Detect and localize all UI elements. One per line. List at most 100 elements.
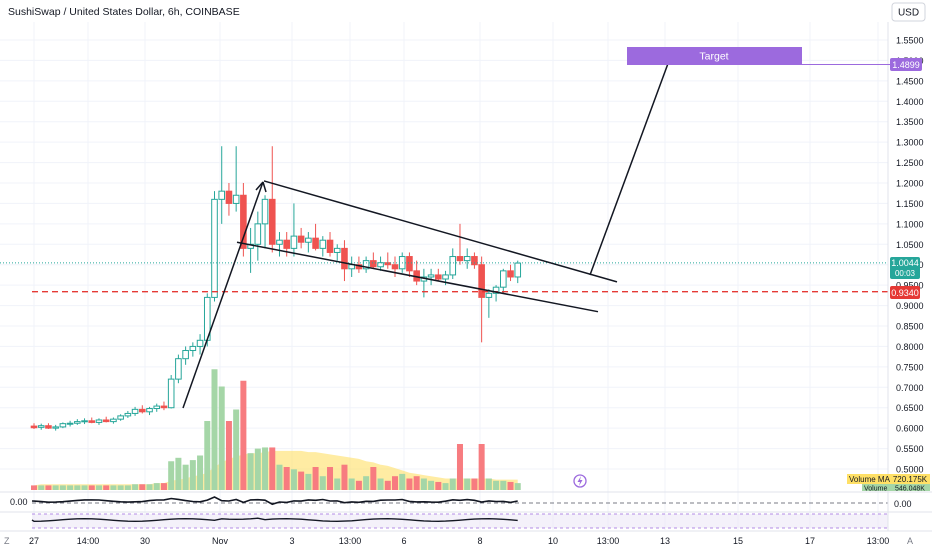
volume-bar <box>420 478 427 490</box>
volume-bar <box>38 485 45 490</box>
candle <box>370 252 377 269</box>
volume-bar <box>262 447 269 490</box>
support-price: 0.9340 <box>891 288 919 298</box>
x-tick-label: 13:00 <box>597 536 620 546</box>
volume-bar <box>110 485 117 490</box>
candle-body <box>283 239 290 249</box>
candle <box>254 211 262 261</box>
volume-tag: Volume 546.048K <box>862 484 930 493</box>
candle-body <box>449 256 457 276</box>
candle <box>500 268 507 294</box>
x-tick-label: 15 <box>733 536 743 546</box>
candle <box>45 423 52 429</box>
channel-upper-line <box>263 180 618 283</box>
candle <box>478 256 485 343</box>
currency-button[interactable]: USD <box>891 2 926 22</box>
axis-layer: 27 14:00 30 Nov 3 13:00 6 8 10 13:00 13 15 17 13:00 1.… <box>0 22 932 546</box>
volume-bar <box>81 485 88 490</box>
candle <box>391 256 399 277</box>
candle-body <box>492 286 500 294</box>
candle-body <box>276 239 283 245</box>
candle <box>326 232 334 257</box>
candle <box>95 418 103 425</box>
volume-ma-label: Volume MA <box>849 475 891 484</box>
target-price-tag: 1.4899 <box>890 58 922 71</box>
candle-body <box>146 408 153 413</box>
volume-ma-tag: Volume MA 720.175K <box>847 474 930 484</box>
y-tick-label: 1.2500 <box>896 158 924 168</box>
candle <box>52 424 59 431</box>
volume-bar <box>124 485 131 490</box>
candle-body <box>341 247 348 270</box>
auto-scale-icon[interactable]: A <box>907 536 913 546</box>
candle-body <box>500 270 507 288</box>
y-tick-label: 1.3000 <box>896 138 924 148</box>
candle-body <box>406 256 413 272</box>
volume-bar <box>312 467 319 490</box>
y-tick-label: 1.1000 <box>896 219 924 229</box>
y-tick-label: 1.4000 <box>896 97 924 107</box>
candle-body <box>478 264 485 298</box>
y-tick-label: 1.5500 <box>896 36 924 46</box>
candle-body <box>88 420 96 423</box>
candle <box>290 203 298 257</box>
candle <box>74 419 81 425</box>
volume-bar <box>189 460 196 490</box>
candle <box>297 227 305 249</box>
candle-body <box>463 256 471 262</box>
candle-body <box>435 274 442 280</box>
volume-bar <box>485 478 492 490</box>
candle <box>218 146 226 224</box>
candle-body <box>37 425 45 428</box>
candle <box>88 417 96 424</box>
volume-bar <box>392 476 398 490</box>
candle <box>182 346 189 365</box>
candle <box>485 289 493 318</box>
currency-label: USD <box>898 8 919 19</box>
candle-body <box>377 262 384 268</box>
volume-bar <box>269 447 276 490</box>
volume-bar <box>370 467 377 490</box>
volume-bar <box>428 480 435 490</box>
volume-bar <box>182 464 189 490</box>
candle-body <box>66 422 74 425</box>
volume-bar <box>507 481 514 490</box>
y-tick-label: 0.6500 <box>896 403 924 413</box>
volume-bar <box>31 485 37 490</box>
y-tick-label: 0.5000 <box>896 465 924 475</box>
candle-body <box>160 405 168 409</box>
volume-bar <box>276 464 283 490</box>
candle-body <box>182 350 189 360</box>
volume-bar <box>45 485 52 490</box>
volume-bar <box>399 473 406 490</box>
volume-bar <box>168 461 175 490</box>
volume-bar <box>406 478 413 490</box>
y-tick-label: 0.9000 <box>896 301 924 311</box>
candle <box>507 264 514 282</box>
zoom-icon[interactable]: Z <box>4 536 10 546</box>
candle-body <box>117 415 124 420</box>
volume-bar <box>413 476 420 490</box>
volume-bar <box>59 485 66 490</box>
candle-body <box>232 194 240 204</box>
candle-body <box>225 190 233 204</box>
volume-bar <box>160 483 167 490</box>
x-tick-label: 10 <box>548 536 558 546</box>
volume-layer <box>31 369 521 490</box>
candle <box>189 342 197 357</box>
volume-bar <box>197 455 204 490</box>
volume-label: Volume <box>864 486 887 493</box>
candle-body <box>52 426 59 429</box>
volume-bar <box>218 386 225 490</box>
x-tick-label: 14:00 <box>77 536 100 546</box>
volume-bar <box>355 480 362 490</box>
volume-bar <box>103 485 110 490</box>
candle <box>110 417 117 424</box>
x-tick-label: 30 <box>140 536 150 546</box>
candle <box>175 354 182 384</box>
candle-layer <box>30 146 522 431</box>
target-box[interactable]: Target <box>627 47 802 64</box>
y-tick-label: 0.7000 <box>896 383 924 393</box>
lightning-icon[interactable] <box>573 474 587 488</box>
